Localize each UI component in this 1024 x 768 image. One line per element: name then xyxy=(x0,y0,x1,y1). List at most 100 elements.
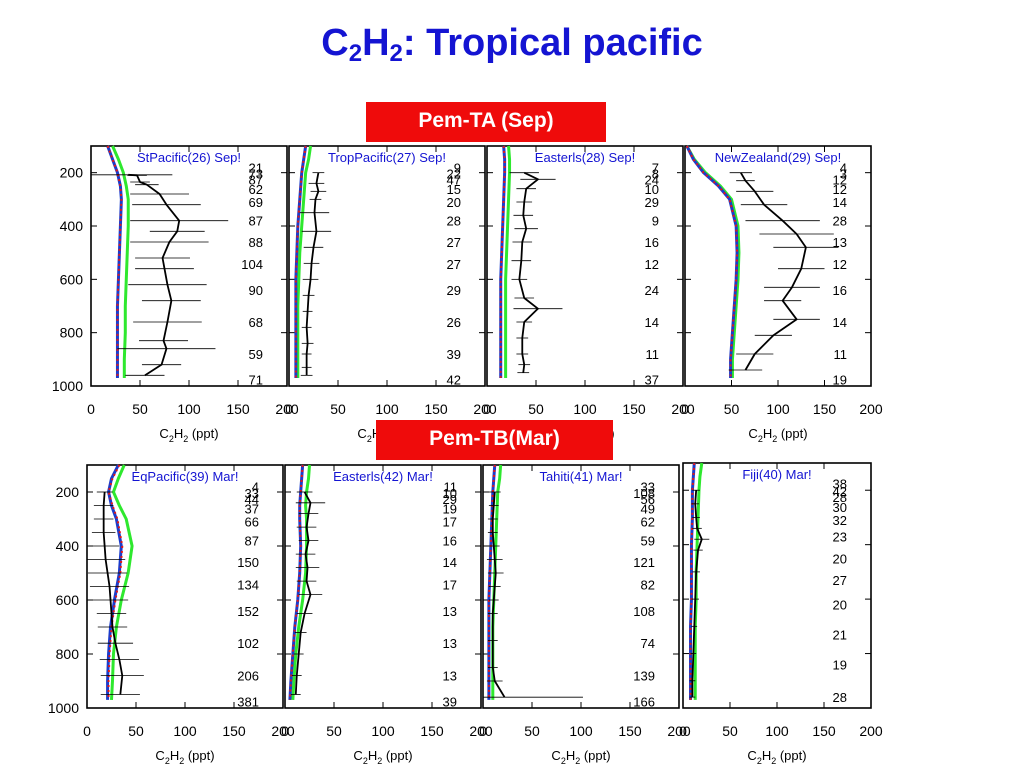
x-tick-label: 200 xyxy=(271,723,295,739)
sample-count: 152 xyxy=(237,604,259,619)
sample-count: 11 xyxy=(444,480,458,495)
x-tick-label: 100 xyxy=(765,723,789,739)
panel-title: StPacific(26) Sep! xyxy=(137,150,241,165)
panel-title: Easterls(42) Mar! xyxy=(333,469,433,484)
x-tick-label: 200 xyxy=(473,401,497,417)
model-line-green xyxy=(110,464,134,700)
sample-count: 11 xyxy=(834,347,848,362)
sample-count: 12 xyxy=(833,182,847,197)
sample-count: 14 xyxy=(833,315,847,330)
sample-count: 59 xyxy=(641,534,655,549)
x-tick-label: 50 xyxy=(326,723,342,739)
observation-line xyxy=(294,491,312,695)
sample-count: 69 xyxy=(249,195,263,210)
sample-count: 19 xyxy=(833,657,847,672)
sample-count: 28 xyxy=(833,214,847,229)
sample-count: 19 xyxy=(833,372,847,387)
sample-count: 13 xyxy=(443,669,457,684)
sample-count: 29 xyxy=(645,195,659,210)
sample-count: 381 xyxy=(237,694,259,709)
sample-count: 37 xyxy=(645,372,659,387)
sample-count: 87 xyxy=(249,214,263,229)
model-line-blue xyxy=(288,464,305,700)
sample-count: 66 xyxy=(245,515,259,530)
sample-count: 16 xyxy=(443,534,457,549)
panel-title: TropPacific(27) Sep! xyxy=(328,150,446,165)
sample-count: 17 xyxy=(443,577,457,592)
sample-count: 8 xyxy=(652,166,659,181)
panel-title: EqPacific(39) Mar! xyxy=(132,469,239,484)
sample-count: 14 xyxy=(443,555,457,570)
sample-count: 62 xyxy=(641,515,655,530)
x-tick-label: 200 xyxy=(671,401,695,417)
x-tick-label: 0 xyxy=(479,723,487,739)
model-line-red xyxy=(499,145,506,378)
sample-count: 20 xyxy=(447,195,461,210)
sample-count: 24 xyxy=(645,172,659,187)
sample-count: 206 xyxy=(237,669,259,684)
sample-count: 62 xyxy=(249,182,263,197)
sample-count: 28 xyxy=(833,690,847,705)
model-line-green xyxy=(111,145,130,378)
y-tick-label: 600 xyxy=(56,592,80,608)
x-tick-label: 50 xyxy=(722,723,738,739)
sample-count: 29 xyxy=(447,283,461,298)
sample-count: 17 xyxy=(443,515,457,530)
sample-count: 39 xyxy=(447,347,461,362)
x-tick-label: 200 xyxy=(859,723,883,739)
y-tick-label: 200 xyxy=(60,165,84,181)
x-axis-label: C2H2 (ppt) xyxy=(551,748,610,766)
slide-title: C2H2: Tropical pacific xyxy=(0,22,1024,68)
sample-count: 27 xyxy=(447,235,461,250)
y-tick-label: 400 xyxy=(56,538,80,554)
x-axis-label: C2H2 (ppt) xyxy=(748,426,807,444)
x-tick-label: 150 xyxy=(420,723,444,739)
sample-count: 37 xyxy=(245,502,259,517)
sample-count: 14 xyxy=(645,315,659,330)
observation-line xyxy=(740,172,807,371)
sample-count: 9 xyxy=(454,160,461,175)
sample-count: 108 xyxy=(633,486,655,501)
sample-count: 71 xyxy=(249,372,263,387)
panel-title: Easterls(28) Sep! xyxy=(535,150,635,165)
sample-count: 19 xyxy=(443,502,457,517)
model-line-red xyxy=(107,464,124,700)
x-tick-label: 0 xyxy=(87,401,95,417)
x-tick-label: 200 xyxy=(667,723,691,739)
sample-count: 82 xyxy=(641,577,655,592)
sample-count: 39 xyxy=(443,694,457,709)
sample-count: 13 xyxy=(833,235,847,250)
panel-5: 0 50 100 150 200 200 400 600 800 1000 C2H2 (ppt) Eq… xyxy=(48,464,295,766)
sample-count: 16 xyxy=(833,283,847,298)
sample-count: 4 xyxy=(840,160,847,175)
sample-count: 68 xyxy=(249,315,263,330)
panel-title: NewZealand(29) Sep! xyxy=(715,150,841,165)
sample-count: 15 xyxy=(447,182,461,197)
sample-count: 20 xyxy=(833,598,847,613)
x-tick-label: 50 xyxy=(128,723,144,739)
title-sub-2a: 2 xyxy=(348,40,363,67)
sample-count: 27 xyxy=(447,257,461,272)
sample-count: 38 xyxy=(833,476,847,491)
model-line-blue xyxy=(685,145,739,378)
x-tick-label: 100 xyxy=(766,401,790,417)
sample-count: 49 xyxy=(641,502,655,517)
sample-count: 87 xyxy=(245,534,259,549)
sample-count: 13 xyxy=(443,636,457,651)
x-tick-label: 100 xyxy=(371,723,395,739)
x-tick-label: 150 xyxy=(812,723,836,739)
sample-count: 33 xyxy=(641,480,655,495)
sample-count: 73 xyxy=(249,166,263,181)
sample-count: 29 xyxy=(443,492,457,507)
x-tick-label: 150 xyxy=(222,723,246,739)
sample-count: 24 xyxy=(645,283,659,298)
observation-line xyxy=(102,491,124,695)
x-tick-label: 50 xyxy=(132,401,148,417)
x-tick-label: 150 xyxy=(622,401,646,417)
model-line-blue xyxy=(689,462,696,700)
sample-count: 139 xyxy=(633,669,655,684)
sample-count: 12 xyxy=(645,257,659,272)
